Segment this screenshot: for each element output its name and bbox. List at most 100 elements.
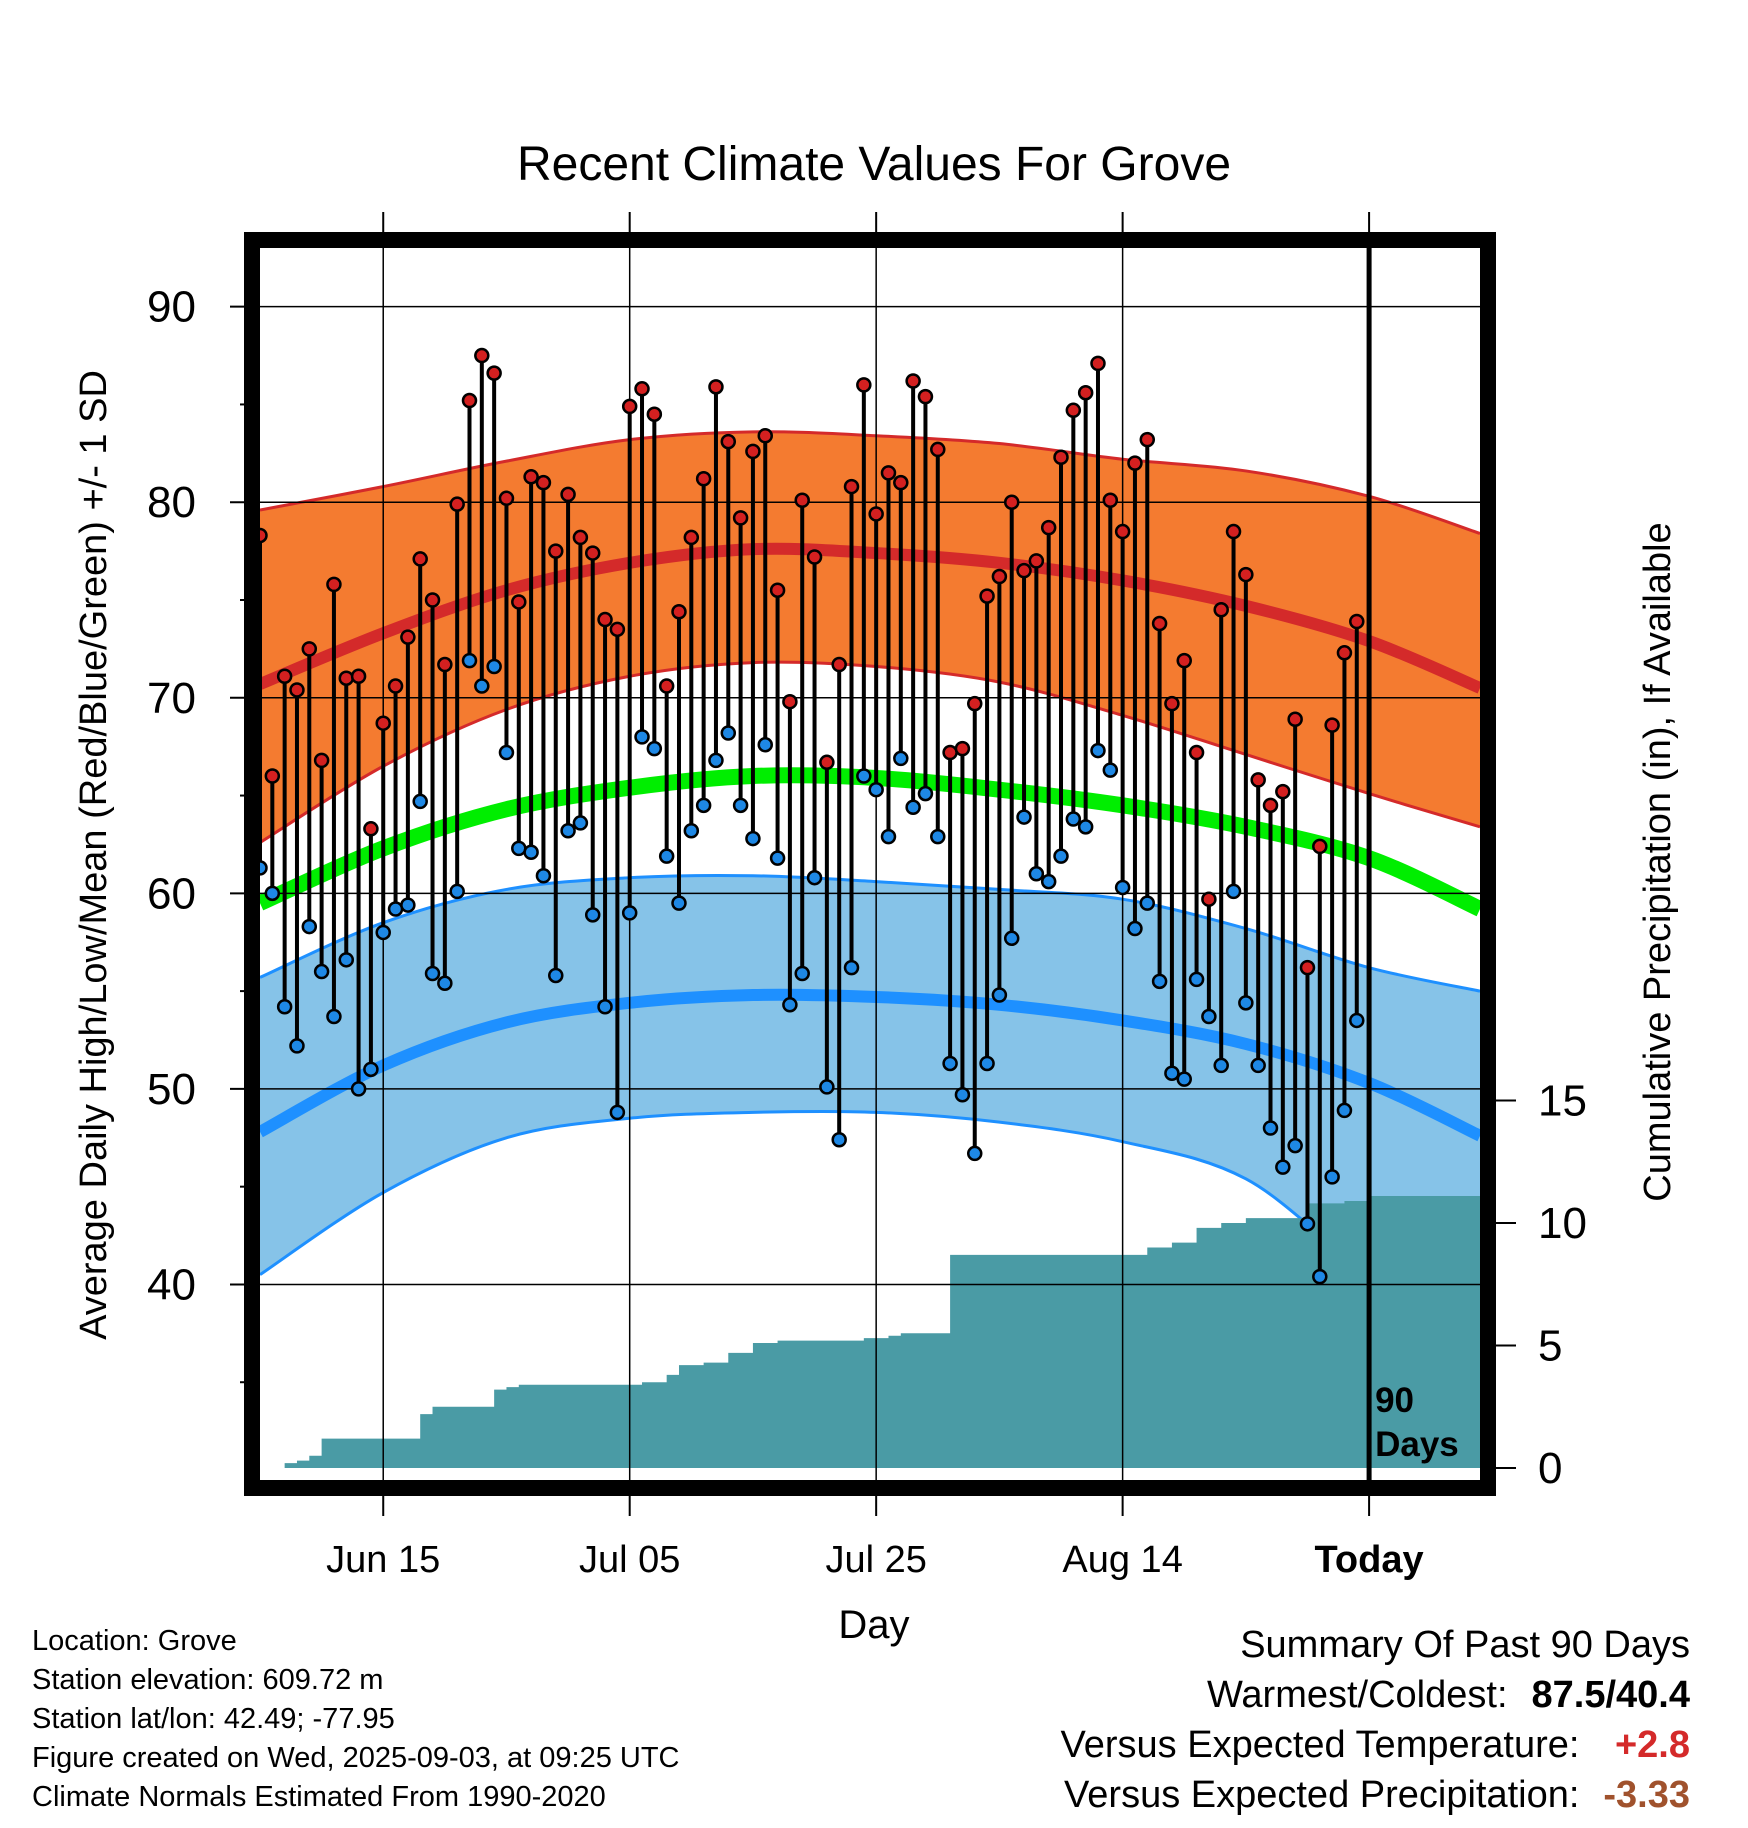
daily-high-point (794, 492, 810, 509)
daily-low-point (338, 952, 355, 968)
daily-low-point (1028, 866, 1045, 882)
daily-high-point (301, 641, 318, 657)
daily-high-point (856, 377, 872, 393)
daily-high-point (745, 443, 761, 460)
low-normal-band (260, 875, 1480, 1324)
daily-high-point (1349, 613, 1365, 630)
y-tick-label: 60 (147, 869, 196, 918)
daily-high-point (708, 379, 724, 395)
daily-low-point (437, 975, 453, 992)
daily-low-point (1336, 1102, 1353, 1119)
warm-label: Warmest/Coldest: (1206, 1674, 1508, 1716)
daily-high-point (437, 656, 453, 673)
daily-high-point (1040, 519, 1057, 536)
summary-temp-row: Versus Expected Temperature: +2.8 (1061, 1720, 1690, 1770)
x-tick-label: Today (1315, 1539, 1424, 1581)
daily-high-point (1299, 959, 1316, 976)
temp-value: +2.8 (1614, 1724, 1690, 1766)
daily-high-point (1225, 523, 1242, 540)
station-info: Location: Grove Station elevation: 609.7… (32, 1622, 680, 1817)
daily-high-point (424, 592, 441, 608)
daily-high-point (1188, 744, 1205, 761)
daily-high-point (1201, 891, 1217, 907)
plot-area: 90 Days (260, 248, 1480, 1480)
daily-low-point (991, 987, 1008, 1003)
created-text: Figure created on Wed, 2025-09-03, at 09… (32, 1742, 680, 1774)
daily-high-point (757, 427, 774, 444)
elevation-text: Station elevation: 609.72 m (32, 1664, 384, 1696)
daily-low-point (1225, 883, 1242, 900)
y-tick-label: 70 (147, 674, 196, 723)
daily-low-point (387, 901, 404, 917)
daily-high-point (1003, 494, 1020, 510)
daily-low-point (461, 652, 478, 669)
daily-low-point (1065, 811, 1082, 827)
daily-low-point (609, 1104, 626, 1121)
daily-high-point (917, 388, 934, 405)
daily-high-point (572, 529, 589, 546)
daily-low-point (350, 1081, 367, 1097)
daily-high-point (350, 668, 367, 685)
daily-low-point (363, 1061, 379, 1078)
daily-low-point (511, 840, 527, 857)
x-tick-label: Aug 14 (1062, 1539, 1182, 1581)
daily-high-point (819, 754, 835, 771)
daily-high-point (1238, 566, 1254, 583)
daily-high-point (1114, 523, 1131, 540)
y2-tick-label: 0 (1538, 1444, 1562, 1493)
daily-low-point (326, 1008, 342, 1025)
daily-high-point (782, 693, 798, 710)
daily-high-point (868, 506, 884, 522)
daily-high-point (1028, 553, 1045, 569)
daily-high-point (1250, 772, 1266, 788)
daily-low-point (1114, 879, 1131, 896)
daily-high-point (276, 668, 293, 685)
daily-low-point (671, 895, 687, 911)
daily-high-point (1016, 562, 1032, 579)
daily-high-point (584, 545, 601, 561)
daily-low-point (264, 885, 281, 902)
daily-low-point (523, 844, 539, 861)
daily-high-point (313, 752, 330, 769)
daily-high-point (363, 821, 379, 837)
daily-high-point (621, 398, 638, 415)
daily-low-point (880, 828, 897, 845)
daily-high-point (338, 670, 355, 686)
daily-low-point (954, 1087, 971, 1103)
daily-high-point (893, 474, 909, 491)
daily-high-point (1213, 602, 1229, 618)
daily-high-point (1151, 615, 1168, 632)
y2-tick-label: 5 (1538, 1322, 1562, 1371)
daily-high-point (461, 392, 478, 409)
y-tick-label: 80 (147, 478, 196, 527)
daily-low-point (548, 967, 564, 984)
daily-low-point (1077, 819, 1094, 835)
daily-high-point (1287, 711, 1303, 728)
x-tick-label: Jul 05 (579, 1539, 680, 1581)
daily-low-point (1349, 1012, 1365, 1029)
daily-high-point (523, 469, 539, 485)
y-axis-label: Average Daily High/Low/Mean (Red/Blue/Gr… (73, 370, 115, 1340)
daily-low-point (942, 1055, 958, 1072)
daily-high-point (634, 381, 650, 397)
daily-low-point (276, 999, 293, 1015)
daily-low-point (313, 963, 330, 980)
high-normal-band (260, 431, 1480, 843)
daily-low-point (893, 750, 909, 767)
daily-low-point (498, 744, 515, 761)
daily-high-point (966, 695, 983, 712)
daily-high-point (486, 365, 502, 381)
daily-low-point (486, 658, 502, 675)
summary-precip-row: Versus Expected Precipitation: -3.33 (1061, 1770, 1690, 1820)
daily-low-point (819, 1079, 835, 1095)
daily-high-point (720, 433, 737, 450)
daily-high-point (597, 611, 613, 628)
daily-high-point (991, 568, 1008, 585)
daily-low-point (843, 959, 860, 976)
daily-high-point (535, 474, 552, 491)
today-days-number: 90 (1375, 1381, 1414, 1420)
daily-low-point (1275, 1159, 1291, 1175)
summary-heading: Summary Of Past 90 Days (1240, 1624, 1690, 1666)
daily-low-point (634, 729, 650, 745)
